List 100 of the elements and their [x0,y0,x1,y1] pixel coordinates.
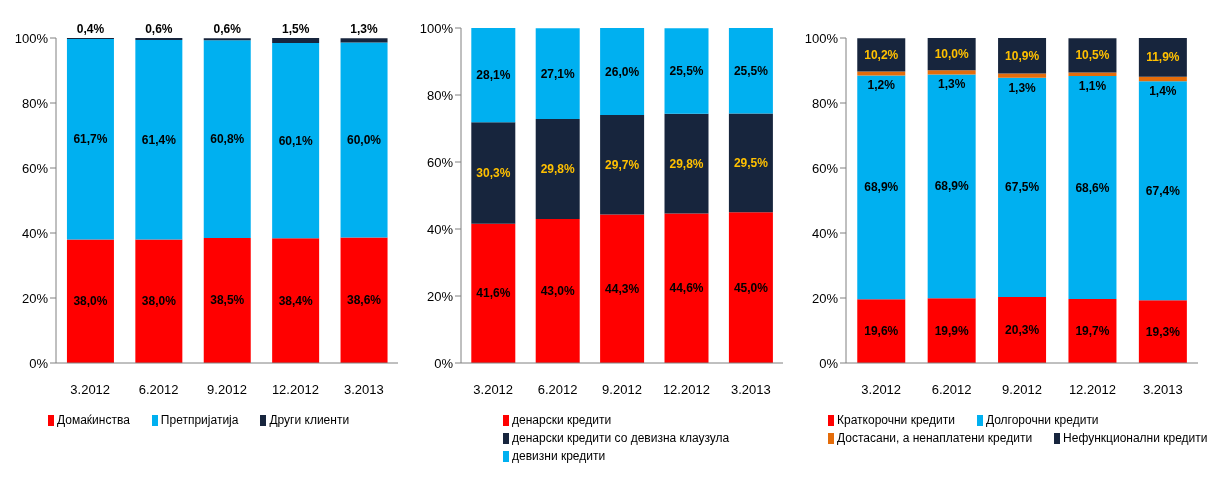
data-label: 11,9% [1146,50,1180,65]
data-label: 29,5% [733,155,769,170]
data-label: 1,5% [281,22,310,36]
bar [535,119,580,219]
y-tick-label: 80% [426,87,454,103]
y-tick-label: 0% [29,355,49,371]
data-label: 19,7% [1075,323,1110,338]
data-label: 10,5% [1075,48,1110,63]
data-label: 19,9% [934,323,969,338]
data-label: 41,6% [476,286,511,301]
bar [1138,300,1187,363]
legend-label: девизни кредити [512,449,606,463]
data-label: 61,4% [141,132,177,147]
y-tick-label: 100% [419,20,454,36]
data-label: 0,4% [76,22,105,36]
data-label: 61,7% [73,132,108,147]
x-tick-label: 3.2012 [70,382,111,398]
y-tick-label: 60% [21,160,49,176]
data-label: 1,1% [1078,79,1107,94]
bar [728,212,773,363]
data-label: 28,1% [476,68,511,83]
x-tick-label: 3.2012 [473,382,514,398]
bar [272,238,320,363]
bar [203,237,251,363]
bar [1068,298,1117,363]
data-label: 67,5% [1005,180,1040,195]
data-label: 38,6% [347,293,382,308]
data-label: 44,6% [669,281,704,296]
legend-label: Долгорочни кредити [985,413,1099,427]
bar [471,122,516,224]
data-label: 1,3% [350,22,379,37]
legend-label: Домаќинства [57,413,130,427]
x-tick-label: 6.2012 [537,382,578,398]
x-tick-label: 6.2012 [931,382,972,398]
bar [927,298,976,363]
data-label: 25,5% [733,63,769,78]
y-tick-label: 20% [426,288,454,304]
data-label: 0,6% [213,22,242,37]
data-label: 44,3% [605,281,640,296]
bar [600,214,645,363]
y-tick-label: 20% [811,290,839,306]
y-tick-label: 100% [14,30,49,46]
data-label: 1,3% [937,77,966,92]
legend-label: денарски кредити [512,413,612,427]
data-label: 0,6% [145,22,173,36]
data-label: 38,0% [141,294,177,309]
bar [340,42,388,238]
bar [600,28,645,116]
bar [728,113,773,213]
y-tick-label: 0% [819,355,839,371]
bar [1138,38,1187,77]
x-tick-label: 12.2012 [271,382,319,398]
data-label: 60,8% [210,132,245,147]
bar [340,237,388,363]
data-label: 30,3% [476,165,511,180]
y-tick-label: 40% [426,221,454,237]
data-label: 1,4% [1149,84,1177,99]
bar [600,115,645,215]
legend-label: Други клиенти [269,413,350,427]
bar [857,71,906,76]
bar [927,74,976,299]
y-tick-label: 20% [21,290,49,306]
legend-label: Достасани, а ненаплатени кредити [837,431,1033,445]
data-label: 38,5% [210,293,245,308]
bar [272,42,320,239]
bar [664,213,709,363]
x-tick-label: 9.2012 [207,382,247,398]
bar [471,28,516,123]
x-tick-label: 3.2012 [861,382,902,398]
y-tick-label: 80% [21,95,49,111]
y-tick-label: 40% [21,225,49,241]
data-label: 45,0% [733,280,769,295]
bar [471,223,516,363]
data-label: 20,3% [1005,323,1040,338]
bar [1138,81,1187,301]
bar [728,28,773,114]
bar [535,218,580,363]
legend-label: Краткорочни кредити [837,413,955,427]
data-label: 1,2% [867,78,896,93]
data-label: 68,9% [864,180,899,195]
y-tick-label: 40% [811,225,839,241]
data-label: 43,0% [540,283,576,298]
x-tick-label: 3.2013 [343,382,384,398]
data-label: 10,2% [864,47,899,62]
data-label: 19,3% [1145,324,1181,339]
bar [1068,76,1117,299]
y-tick-label: 60% [811,160,839,176]
data-label: 38,4% [278,293,313,308]
bar [998,297,1047,363]
x-tick-label: 3.2013 [730,382,771,398]
bar [664,113,709,214]
data-label: 29,7% [605,157,640,172]
data-label: 19,6% [864,324,899,339]
data-label: 10,0% [934,47,969,62]
x-tick-label: 6.2012 [138,382,179,398]
data-label: 68,6% [1075,180,1110,195]
data-label: 1,3% [1008,80,1037,95]
legend-label: Нефункционални кредити [1063,431,1208,445]
bar [66,239,114,363]
bar [857,75,906,300]
